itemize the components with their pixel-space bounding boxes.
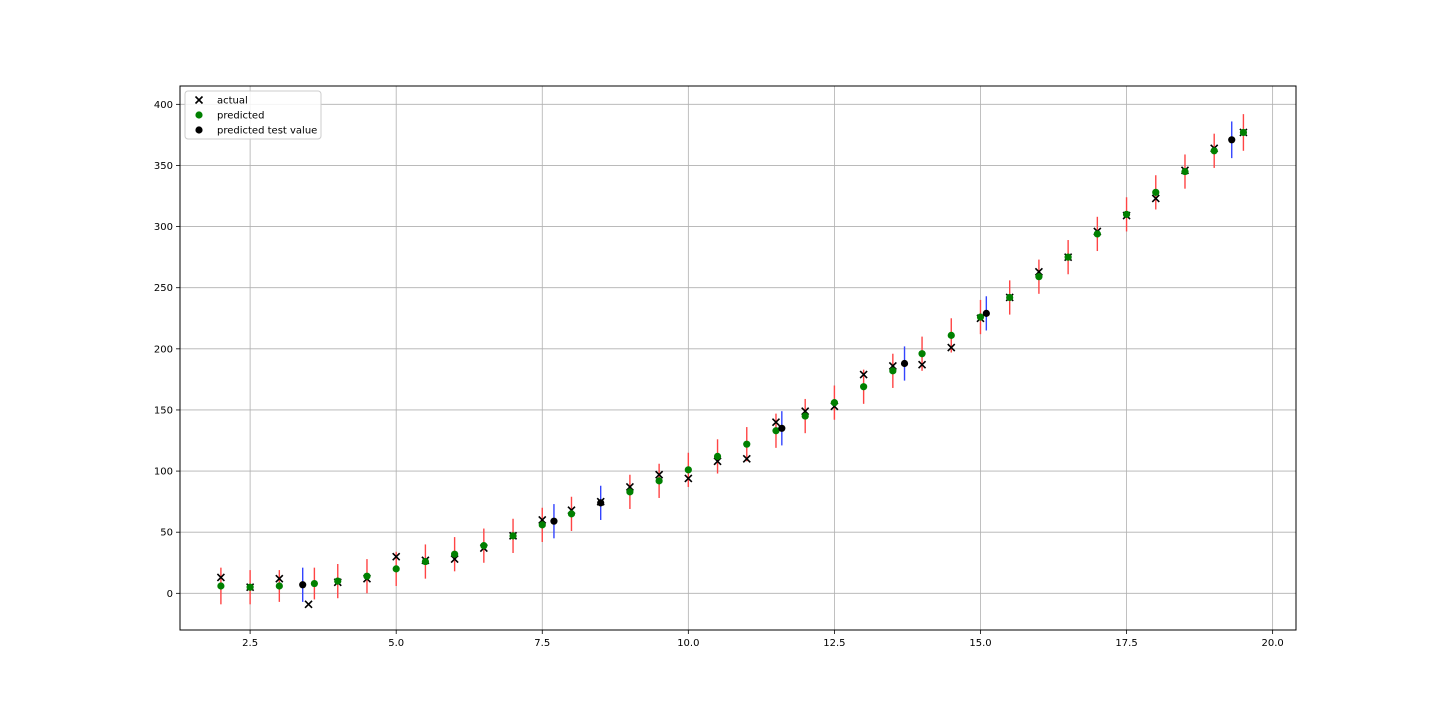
- y-tick-label: 250: [154, 283, 173, 294]
- test-value-point: [550, 517, 558, 525]
- grid: [180, 86, 1296, 630]
- legend-label: actual: [217, 96, 248, 107]
- x-tick-label: 15.0: [969, 638, 991, 649]
- error-bars: [220, 114, 1245, 605]
- x-tick-label: 20.0: [1261, 638, 1283, 649]
- x-tick-label: 17.5: [1115, 638, 1137, 649]
- predicted-point: [1181, 167, 1189, 176]
- predicted-point: [275, 582, 283, 590]
- predicted-point: [743, 440, 751, 448]
- predicted-point: [801, 412, 809, 420]
- data-points: [216, 128, 1248, 609]
- predicted-point: [626, 488, 634, 496]
- actual-point-stroke: [859, 370, 868, 379]
- actual-point: [947, 343, 956, 352]
- predicted-point: [918, 350, 926, 358]
- predicted-point: [1006, 293, 1014, 302]
- predicted-point: [421, 557, 430, 566]
- plot-frame: [179, 85, 1297, 631]
- predicted-point: [1122, 210, 1131, 218]
- y-axis: 0 50 100 150 200 250 300 350 400: [154, 100, 180, 600]
- predicted-point: [1210, 147, 1218, 155]
- y-tick-label: 300: [154, 222, 173, 233]
- y-tick-label: 400: [154, 100, 173, 111]
- predicted-point: [947, 331, 955, 339]
- y-tick-label: 150: [154, 405, 173, 416]
- predicted-point: [509, 532, 517, 540]
- legend-label: predicted test value: [217, 126, 317, 137]
- predicted-point: [1093, 230, 1101, 238]
- actual-point-stroke: [684, 474, 693, 483]
- predicted-point: [392, 565, 400, 573]
- y-tick-label: 200: [154, 344, 173, 355]
- actual-point: [392, 552, 401, 561]
- predicted-point: [451, 550, 459, 558]
- predicted-point: [217, 582, 225, 590]
- test-value-point: [1228, 136, 1236, 144]
- actual-point-stroke: [216, 573, 225, 582]
- actual-point-stroke: [655, 470, 664, 479]
- y-tick-label: 100: [154, 467, 173, 478]
- test-value-point: [597, 499, 605, 507]
- legend-marker-test-value: [195, 126, 203, 134]
- x-tick-label: 7.5: [534, 638, 550, 649]
- actual-point-stroke: [275, 574, 284, 583]
- legend-box: [184, 90, 322, 140]
- actual-point-stroke: [194, 95, 204, 105]
- predicted-point: [246, 583, 254, 591]
- y-tick-label: 0: [167, 589, 173, 600]
- predicted-point: [480, 542, 488, 550]
- actual-point: [655, 470, 664, 479]
- y-tick-label: 50: [160, 528, 173, 539]
- predicted-point: [363, 572, 371, 580]
- actual-point: [742, 454, 751, 463]
- predicted-point: [772, 427, 780, 435]
- x-tick-label: 2.5: [242, 638, 258, 649]
- predicted-point: [713, 452, 722, 461]
- predicted-point: [1239, 128, 1248, 137]
- actual-point: [771, 418, 781, 427]
- predicted-point: [684, 466, 692, 474]
- actual-point: [917, 360, 927, 369]
- actual-point-stroke: [392, 552, 401, 561]
- actual-point: [684, 474, 693, 483]
- actual-point-stroke: [1151, 194, 1160, 203]
- legend-label: predicted: [217, 111, 264, 122]
- x-tick-label: 10.0: [677, 638, 699, 649]
- actual-point: [275, 574, 284, 583]
- x-axis: 2.5 5.0 7.5 10.0 12.5 15.0 17.5 20.0: [242, 630, 1284, 649]
- predicted-point: [334, 577, 342, 585]
- legend-marker-predicted: [195, 111, 203, 119]
- x-tick-label: 5.0: [388, 638, 404, 649]
- actual-point: [859, 370, 868, 379]
- predicted-point: [1064, 253, 1072, 261]
- legend: actual predicted predicted test value: [184, 90, 322, 140]
- test-value-point: [299, 581, 307, 589]
- x-tick-label: 12.5: [823, 638, 845, 649]
- actual-point-stroke: [771, 418, 781, 427]
- predicted-point: [655, 477, 663, 485]
- actual-point-stroke: [304, 600, 313, 609]
- predicted-point: [1035, 273, 1043, 281]
- predicted-point: [1152, 188, 1160, 196]
- predicted-point: [830, 399, 839, 407]
- actual-point: [1151, 194, 1160, 203]
- y-tick-label: 350: [154, 161, 173, 172]
- test-value-point: [778, 424, 786, 432]
- predicted-point: [538, 521, 546, 529]
- predicted-point: [567, 510, 576, 518]
- predicted-point: [976, 313, 985, 321]
- actual-point-stroke: [947, 343, 956, 352]
- test-value-point: [982, 309, 990, 317]
- predicted-point: [310, 579, 318, 588]
- actual-point-stroke: [742, 454, 751, 463]
- test-value-point: [900, 359, 909, 368]
- actual-point-stroke: [917, 360, 927, 369]
- legend-marker-actual: [194, 95, 204, 105]
- predicted-point: [889, 367, 897, 375]
- predicted-point: [860, 383, 868, 391]
- actual-point: [216, 573, 225, 582]
- actual-point: [304, 600, 313, 609]
